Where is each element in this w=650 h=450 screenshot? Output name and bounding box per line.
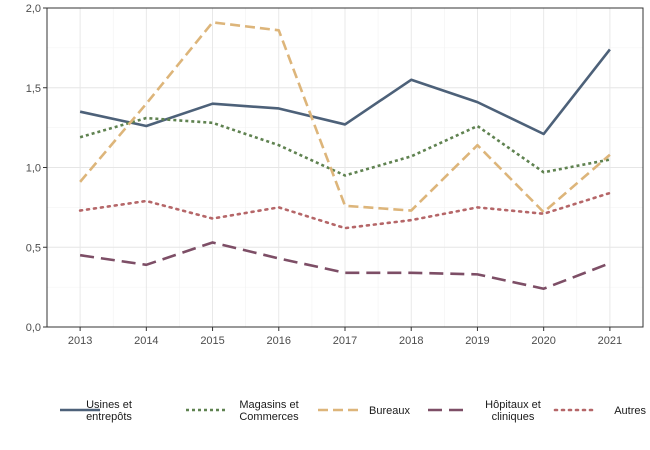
y-tick-label: 2,0 — [26, 3, 41, 15]
y-tick-label: 0,0 — [26, 322, 41, 334]
legend-label-0: entrepôts — [86, 411, 132, 423]
y-tick-label: 1,5 — [26, 83, 41, 95]
x-tick-label: 2015 — [200, 335, 224, 347]
x-tick-label: 2019 — [465, 335, 489, 347]
legend-label-3: cliniques — [492, 411, 535, 423]
series-line-2 — [79, 21, 611, 214]
series-line-4 — [78, 191, 612, 230]
x-tick-label: 2014 — [134, 335, 158, 347]
x-tick-label: 2018 — [399, 335, 423, 347]
legend-label-1: Magasins et — [239, 399, 298, 411]
x-tick-label: 2020 — [531, 335, 555, 347]
legend-label-2: Bureaux — [369, 405, 410, 417]
x-tick-label: 2021 — [598, 335, 622, 347]
series-line-3 — [79, 241, 611, 291]
x-tick-label: 2017 — [333, 335, 357, 347]
legend-label-1: Commerces — [239, 411, 299, 423]
series-line-1 — [79, 116, 611, 177]
legend-label-4: Autres — [614, 405, 646, 417]
x-tick-label: 2013 — [68, 335, 92, 347]
legend-label-0: Usines et — [86, 399, 132, 411]
y-tick-label: 1,0 — [26, 163, 41, 175]
y-tick-label: 0,5 — [26, 242, 41, 254]
x-tick-label: 2016 — [267, 335, 291, 347]
legend-label-3: Hôpitaux et — [485, 399, 541, 411]
